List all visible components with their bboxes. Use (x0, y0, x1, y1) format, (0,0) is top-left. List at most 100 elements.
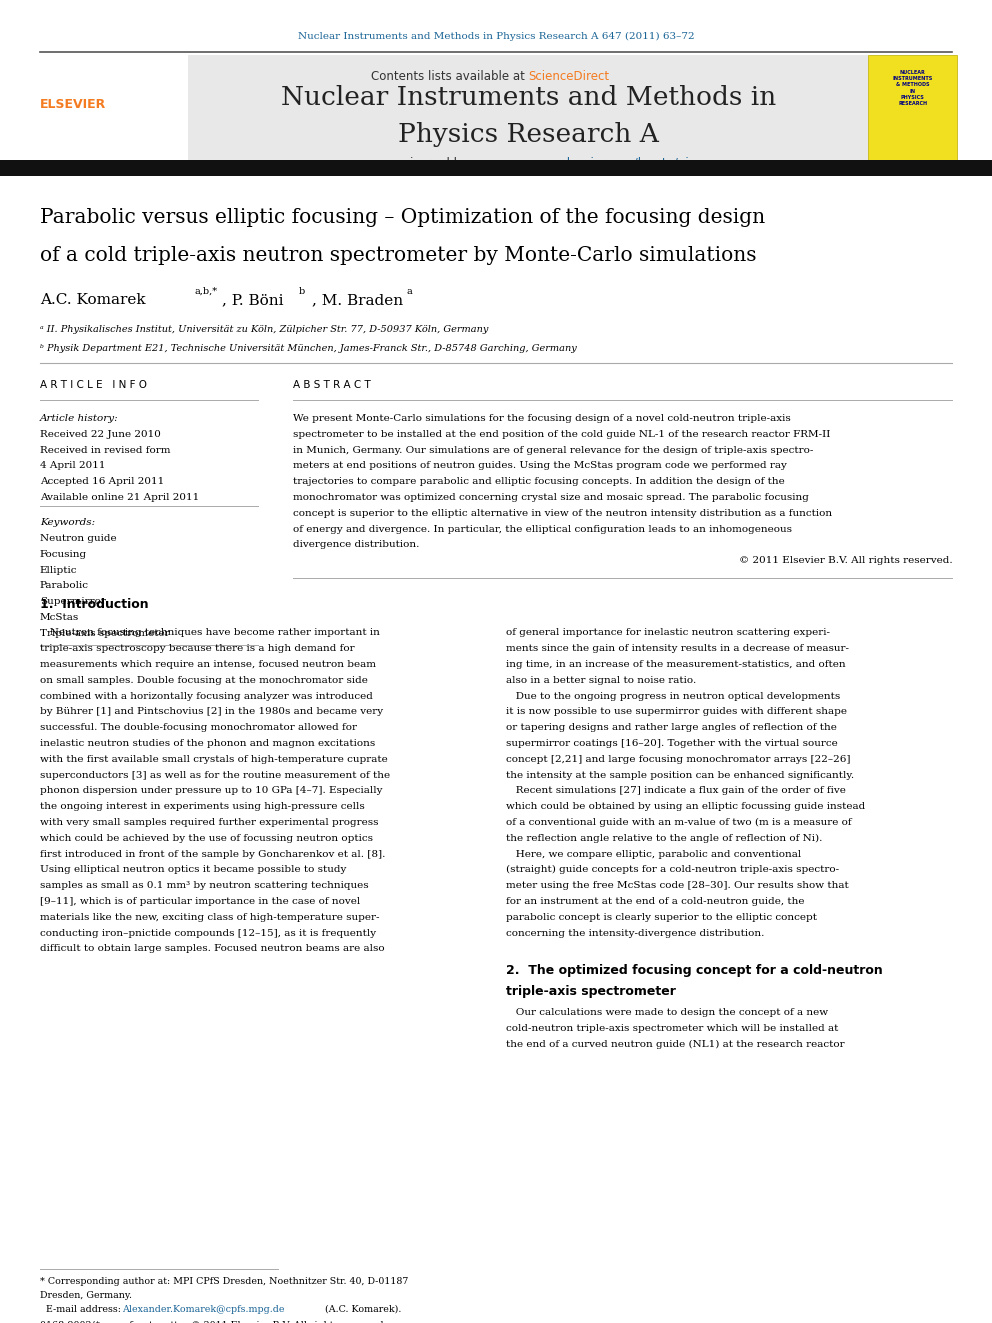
Text: successful. The double-focusing monochromator allowed for: successful. The double-focusing monochro… (40, 724, 357, 732)
Text: * Corresponding author at: MPI CPfS Dresden, Noethnitzer Str. 40, D-01187: * Corresponding author at: MPI CPfS Dres… (40, 1277, 408, 1286)
Text: monochromator was optimized concerning crystal size and mosaic spread. The parab: monochromator was optimized concerning c… (293, 493, 808, 501)
Text: triple-axis spectroscopy because there is a high demand for: triple-axis spectroscopy because there i… (40, 644, 354, 654)
Text: 0168-9002/$ - see front matter © 2011 Elsevier B.V. All rights reserved.: 0168-9002/$ - see front matter © 2011 El… (40, 1320, 386, 1323)
Text: parabolic concept is clearly superior to the elliptic concept: parabolic concept is clearly superior to… (506, 913, 817, 922)
Text: spectrometer to be installed at the end position of the cold guide NL-1 of the r: spectrometer to be installed at the end … (293, 430, 830, 439)
Text: ing time, in an increase of the measurement-statistics, and often: ing time, in an increase of the measurem… (506, 660, 845, 669)
Text: Accepted 16 April 2011: Accepted 16 April 2011 (40, 478, 164, 486)
Text: A B S T R A C T: A B S T R A C T (293, 380, 370, 390)
Text: Received 22 June 2010: Received 22 June 2010 (40, 430, 161, 439)
Text: it is now possible to use supermirror guides with different shape: it is now possible to use supermirror gu… (506, 708, 847, 716)
Text: Received in revised form: Received in revised form (40, 446, 171, 455)
Text: ᵇ Physik Department E21, Technische Universität München, James-Franck Str., D-85: ᵇ Physik Department E21, Technische Univ… (40, 344, 576, 353)
Text: Elliptic: Elliptic (40, 566, 77, 574)
Text: Nuclear Instruments and Methods in: Nuclear Instruments and Methods in (281, 85, 776, 110)
Text: journal homepage:: journal homepage: (410, 157, 529, 169)
Text: Supermirror: Supermirror (40, 597, 105, 606)
Text: concept is superior to the elliptic alternative in view of the neutron intensity: concept is superior to the elliptic alte… (293, 509, 831, 517)
Text: in Munich, Germany. Our simulations are of general relevance for the design of t: in Munich, Germany. Our simulations are … (293, 446, 813, 455)
Text: Our calculations were made to design the concept of a new: Our calculations were made to design the… (506, 1008, 828, 1017)
Text: , M. Braden: , M. Braden (311, 292, 403, 307)
Text: divergence distribution.: divergence distribution. (293, 540, 419, 549)
Text: a: a (407, 287, 413, 296)
Text: (A.C. Komarek).: (A.C. Komarek). (321, 1304, 401, 1314)
Text: combined with a horizontally focusing analyzer was introduced: combined with a horizontally focusing an… (40, 692, 373, 700)
Text: A.C. Komarek: A.C. Komarek (40, 292, 145, 307)
Text: of general importance for inelastic neutron scattering experi-: of general importance for inelastic neut… (506, 628, 830, 638)
Text: superconductors [3] as well as for the routine measurement of the: superconductors [3] as well as for the r… (40, 770, 390, 779)
Text: Dresden, Germany.: Dresden, Germany. (40, 1291, 132, 1299)
Text: ᵃ II. Physikalisches Institut, Universität zu Köln, Zülpicher Str. 77, D-50937 K: ᵃ II. Physikalisches Institut, Universit… (40, 325, 488, 333)
Text: © 2011 Elsevier B.V. All rights reserved.: © 2011 Elsevier B.V. All rights reserved… (739, 556, 952, 565)
Text: also in a better signal to noise ratio.: also in a better signal to noise ratio. (506, 676, 696, 685)
Text: ELSEVIER: ELSEVIER (40, 98, 106, 111)
Text: materials like the new, exciting class of high-temperature super-: materials like the new, exciting class o… (40, 913, 379, 922)
Text: Nuclear Instruments and Methods in Physics Research A 647 (2011) 63–72: Nuclear Instruments and Methods in Physi… (298, 32, 694, 41)
Text: Recent simulations [27] indicate a flux gain of the order of five: Recent simulations [27] indicate a flux … (506, 786, 846, 795)
Text: which could be achieved by the use of focussing neutron optics: which could be achieved by the use of fo… (40, 833, 373, 843)
Text: of a conventional guide with an m-value of two (m is a measure of: of a conventional guide with an m-value … (506, 818, 851, 827)
Text: Triple-axis spectrometer: Triple-axis spectrometer (40, 628, 170, 638)
Text: cold-neutron triple-axis spectrometer which will be installed at: cold-neutron triple-axis spectrometer wh… (506, 1024, 838, 1033)
Text: E-mail address:: E-mail address: (40, 1304, 124, 1314)
Text: concept [2,21] and large focusing monochromator arrays [22–26]: concept [2,21] and large focusing monoch… (506, 754, 850, 763)
Text: McStas: McStas (40, 613, 79, 622)
Text: b: b (299, 287, 305, 296)
Text: Physics Research A: Physics Research A (398, 122, 659, 147)
Text: Neutron guide: Neutron guide (40, 534, 116, 542)
Text: on small samples. Double focusing at the monochromator side: on small samples. Double focusing at the… (40, 676, 368, 685)
Text: the intensity at the sample position can be enhanced significantly.: the intensity at the sample position can… (506, 770, 854, 779)
Text: conducting iron–pnictide compounds [12–15], as it is frequently: conducting iron–pnictide compounds [12–1… (40, 929, 376, 938)
Text: the end of a curved neutron guide (NL1) at the research reactor: the end of a curved neutron guide (NL1) … (506, 1040, 844, 1049)
Text: supermirror coatings [16–20]. Together with the virtual source: supermirror coatings [16–20]. Together w… (506, 740, 837, 747)
Text: trajectories to compare parabolic and elliptic focusing concepts. In addition th: trajectories to compare parabolic and el… (293, 478, 785, 486)
Text: a,b,*: a,b,* (194, 287, 218, 296)
Bar (868, 56, 957, 175)
Text: www.elsevier.com/locate/nima: www.elsevier.com/locate/nima (529, 157, 707, 169)
Text: of a cold triple-axis neutron spectrometer by Monte-Carlo simulations: of a cold triple-axis neutron spectromet… (40, 246, 756, 265)
Text: of energy and divergence. In particular, the elliptical configuration leads to a: of energy and divergence. In particular,… (293, 525, 792, 533)
Text: which could be obtained by using an elliptic focussing guide instead: which could be obtained by using an elli… (506, 802, 865, 811)
Text: Article history:: Article history: (40, 414, 118, 423)
Text: We present Monte-Carlo simulations for the focusing design of a novel cold-neutr: We present Monte-Carlo simulations for t… (293, 414, 791, 423)
Text: A R T I C L E   I N F O: A R T I C L E I N F O (40, 380, 147, 390)
Text: inelastic neutron studies of the phonon and magnon excitations: inelastic neutron studies of the phonon … (40, 740, 375, 747)
Text: Focusing: Focusing (40, 550, 87, 558)
Text: measurements which require an intense, focused neutron beam: measurements which require an intense, f… (40, 660, 376, 669)
Text: the reflection angle relative to the angle of reflection of Ni).: the reflection angle relative to the ang… (506, 833, 822, 843)
Text: Using elliptical neutron optics it became possible to study: Using elliptical neutron optics it becam… (40, 865, 346, 875)
Bar (0, 160, 992, 176)
Text: NUCLEAR
INSTRUMENTS
& METHODS
IN
PHYSICS
RESEARCH: NUCLEAR INSTRUMENTS & METHODS IN PHYSICS… (893, 70, 932, 106)
Text: 4 April 2011: 4 April 2011 (40, 462, 105, 471)
Text: , P. Böni: , P. Böni (221, 292, 283, 307)
Text: ScienceDirect: ScienceDirect (529, 70, 609, 83)
Text: by Bührer [1] and Pintschovius [2] in the 1980s and became very: by Bührer [1] and Pintschovius [2] in th… (40, 708, 383, 716)
Text: [9–11], which is of particular importance in the case of novel: [9–11], which is of particular importanc… (40, 897, 360, 906)
Text: samples as small as 0.1 mm³ by neutron scattering techniques: samples as small as 0.1 mm³ by neutron s… (40, 881, 368, 890)
Text: concerning the intensity-divergence distribution.: concerning the intensity-divergence dist… (506, 929, 764, 938)
Text: Parabolic versus elliptic focusing – Optimization of the focusing design: Parabolic versus elliptic focusing – Opt… (40, 208, 765, 228)
Text: with the first available small crystals of high-temperature cuprate: with the first available small crystals … (40, 754, 388, 763)
Text: (straight) guide concepts for a cold-neutron triple-axis spectro-: (straight) guide concepts for a cold-neu… (506, 865, 839, 875)
Text: meter using the free McStas code [28–30]. Our results show that: meter using the free McStas code [28–30]… (506, 881, 849, 890)
Text: Keywords:: Keywords: (40, 519, 95, 528)
Text: Available online 21 April 2011: Available online 21 April 2011 (40, 493, 199, 501)
Text: Here, we compare elliptic, parabolic and conventional: Here, we compare elliptic, parabolic and… (506, 849, 802, 859)
Text: or tapering designs and rather large angles of reflection of the: or tapering designs and rather large ang… (506, 724, 837, 732)
Text: phonon dispersion under pressure up to 10 GPa [4–7]. Especially: phonon dispersion under pressure up to 1… (40, 786, 382, 795)
Text: Contents lists available at: Contents lists available at (371, 70, 529, 83)
Text: triple-axis spectrometer: triple-axis spectrometer (506, 986, 676, 999)
Text: meters at end positions of neutron guides. Using the McStas program code we perf: meters at end positions of neutron guide… (293, 462, 787, 471)
Text: Neutron focusing techniques have become rather important in: Neutron focusing techniques have become … (40, 628, 380, 638)
Text: 2.  The optimized focusing concept for a cold-neutron: 2. The optimized focusing concept for a … (506, 964, 883, 978)
Text: Parabolic: Parabolic (40, 582, 88, 590)
Text: 1.  Introduction: 1. Introduction (40, 598, 149, 611)
Text: difficult to obtain large samples. Focused neutron beams are also: difficult to obtain large samples. Focus… (40, 945, 384, 954)
Text: for an instrument at the end of a cold-neutron guide, the: for an instrument at the end of a cold-n… (506, 897, 805, 906)
Text: Alexander.Komarek@cpfs.mpg.de: Alexander.Komarek@cpfs.mpg.de (122, 1304, 284, 1314)
Text: with very small samples required further experimental progress: with very small samples required further… (40, 818, 378, 827)
Text: the ongoing interest in experiments using high-pressure cells: the ongoing interest in experiments usin… (40, 802, 364, 811)
Text: ments since the gain of intensity results in a decrease of measur-: ments since the gain of intensity result… (506, 644, 849, 654)
Text: first introduced in front of the sample by Goncharenkov et al. [8].: first introduced in front of the sample … (40, 849, 385, 859)
Text: Due to the ongoing progress in neutron optical developments: Due to the ongoing progress in neutron o… (506, 692, 840, 700)
